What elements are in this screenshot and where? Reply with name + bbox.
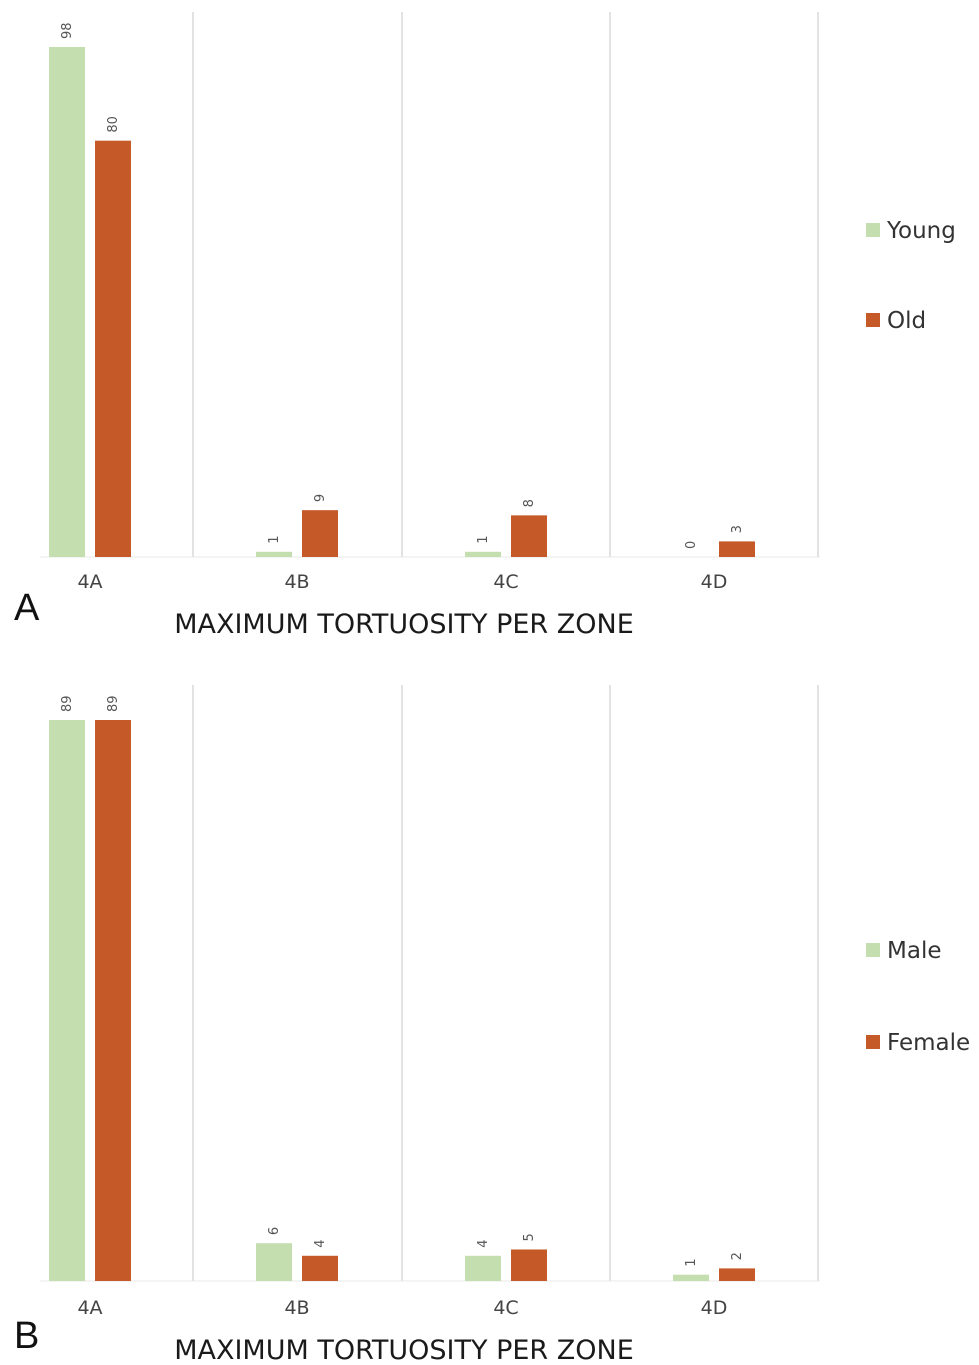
legend-swatch-old bbox=[866, 313, 880, 327]
legend-swatch-young bbox=[866, 223, 880, 237]
bar-old-4d bbox=[719, 541, 755, 557]
bar-old-4b bbox=[302, 510, 338, 557]
panel-label: A bbox=[14, 587, 40, 629]
data-label: 8 bbox=[522, 499, 537, 507]
data-label: 6 bbox=[267, 1227, 282, 1235]
chart-panel-b: 89 89 4A 6 4 4B 4 5 4C 1 2 4D Male Female MAXIMUM TORT… bbox=[14, 685, 970, 1365]
bar-male-4a bbox=[49, 720, 85, 1281]
bar-male-4c bbox=[465, 1255, 501, 1281]
data-label: 4 bbox=[476, 1240, 491, 1248]
data-label: 0 bbox=[684, 541, 699, 549]
x-tick-label: 4C bbox=[493, 571, 518, 593]
data-label: 89 bbox=[106, 695, 121, 712]
x-tick-label: 4D bbox=[701, 1297, 728, 1319]
data-label: 1 bbox=[267, 536, 282, 544]
bar-male-4b bbox=[256, 1243, 292, 1281]
bar-female-4b bbox=[302, 1255, 338, 1281]
bar-female-4d bbox=[719, 1268, 755, 1281]
panel-label: B bbox=[14, 1315, 39, 1357]
chart-title: MAXIMUM TORTUOSITY PER ZONE bbox=[174, 609, 634, 640]
bar-old-4c bbox=[511, 515, 547, 557]
data-label: 4 bbox=[313, 1240, 328, 1248]
chart-title: MAXIMUM TORTUOSITY PER ZONE bbox=[174, 1335, 634, 1365]
data-label: 89 bbox=[60, 695, 75, 712]
bar-young-4a bbox=[49, 47, 85, 557]
x-tick-label: 4D bbox=[701, 571, 728, 593]
x-tick-label: 4B bbox=[284, 1297, 309, 1319]
legend-swatch-male bbox=[866, 943, 880, 957]
data-label: 1 bbox=[476, 536, 491, 544]
data-label: 9 bbox=[313, 494, 328, 502]
bar-male-4d bbox=[673, 1274, 709, 1281]
x-tick-label: 4B bbox=[284, 571, 309, 593]
bar-female-4a bbox=[95, 720, 131, 1281]
bar-old-4a bbox=[95, 140, 131, 557]
data-label: 80 bbox=[106, 116, 121, 133]
x-tick-label: 4A bbox=[77, 1297, 102, 1319]
bar-female-4c bbox=[511, 1249, 547, 1281]
data-label: 2 bbox=[730, 1252, 745, 1260]
legend-label-old: Old bbox=[887, 308, 926, 334]
data-label: 5 bbox=[522, 1233, 537, 1241]
data-label: 98 bbox=[60, 22, 75, 39]
legend-label-male: Male bbox=[887, 938, 941, 964]
bar-young-4b bbox=[256, 551, 292, 557]
legend-label-female: Female bbox=[887, 1030, 970, 1056]
data-label: 1 bbox=[684, 1258, 699, 1266]
legend-label-young: Young bbox=[886, 218, 956, 244]
bar-young-4c bbox=[465, 551, 501, 557]
x-tick-label: 4A bbox=[77, 571, 102, 593]
legend-swatch-female bbox=[866, 1035, 880, 1049]
data-label: 3 bbox=[730, 525, 745, 533]
chart-panel-a: 98 80 4A 1 9 4B 1 8 4C 0 3 4D Young Old MAXIMUM TORTUO… bbox=[14, 12, 956, 640]
x-tick-label: 4C bbox=[493, 1297, 518, 1319]
